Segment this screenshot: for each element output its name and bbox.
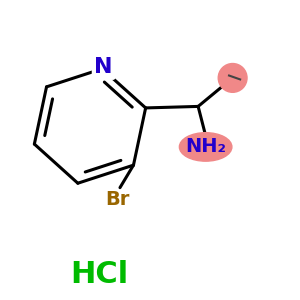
- Ellipse shape: [179, 133, 232, 161]
- Text: HCl: HCl: [70, 260, 128, 289]
- Text: NH₂: NH₂: [185, 137, 226, 156]
- Text: N: N: [94, 57, 113, 77]
- Circle shape: [218, 64, 247, 92]
- Text: Br: Br: [105, 190, 129, 209]
